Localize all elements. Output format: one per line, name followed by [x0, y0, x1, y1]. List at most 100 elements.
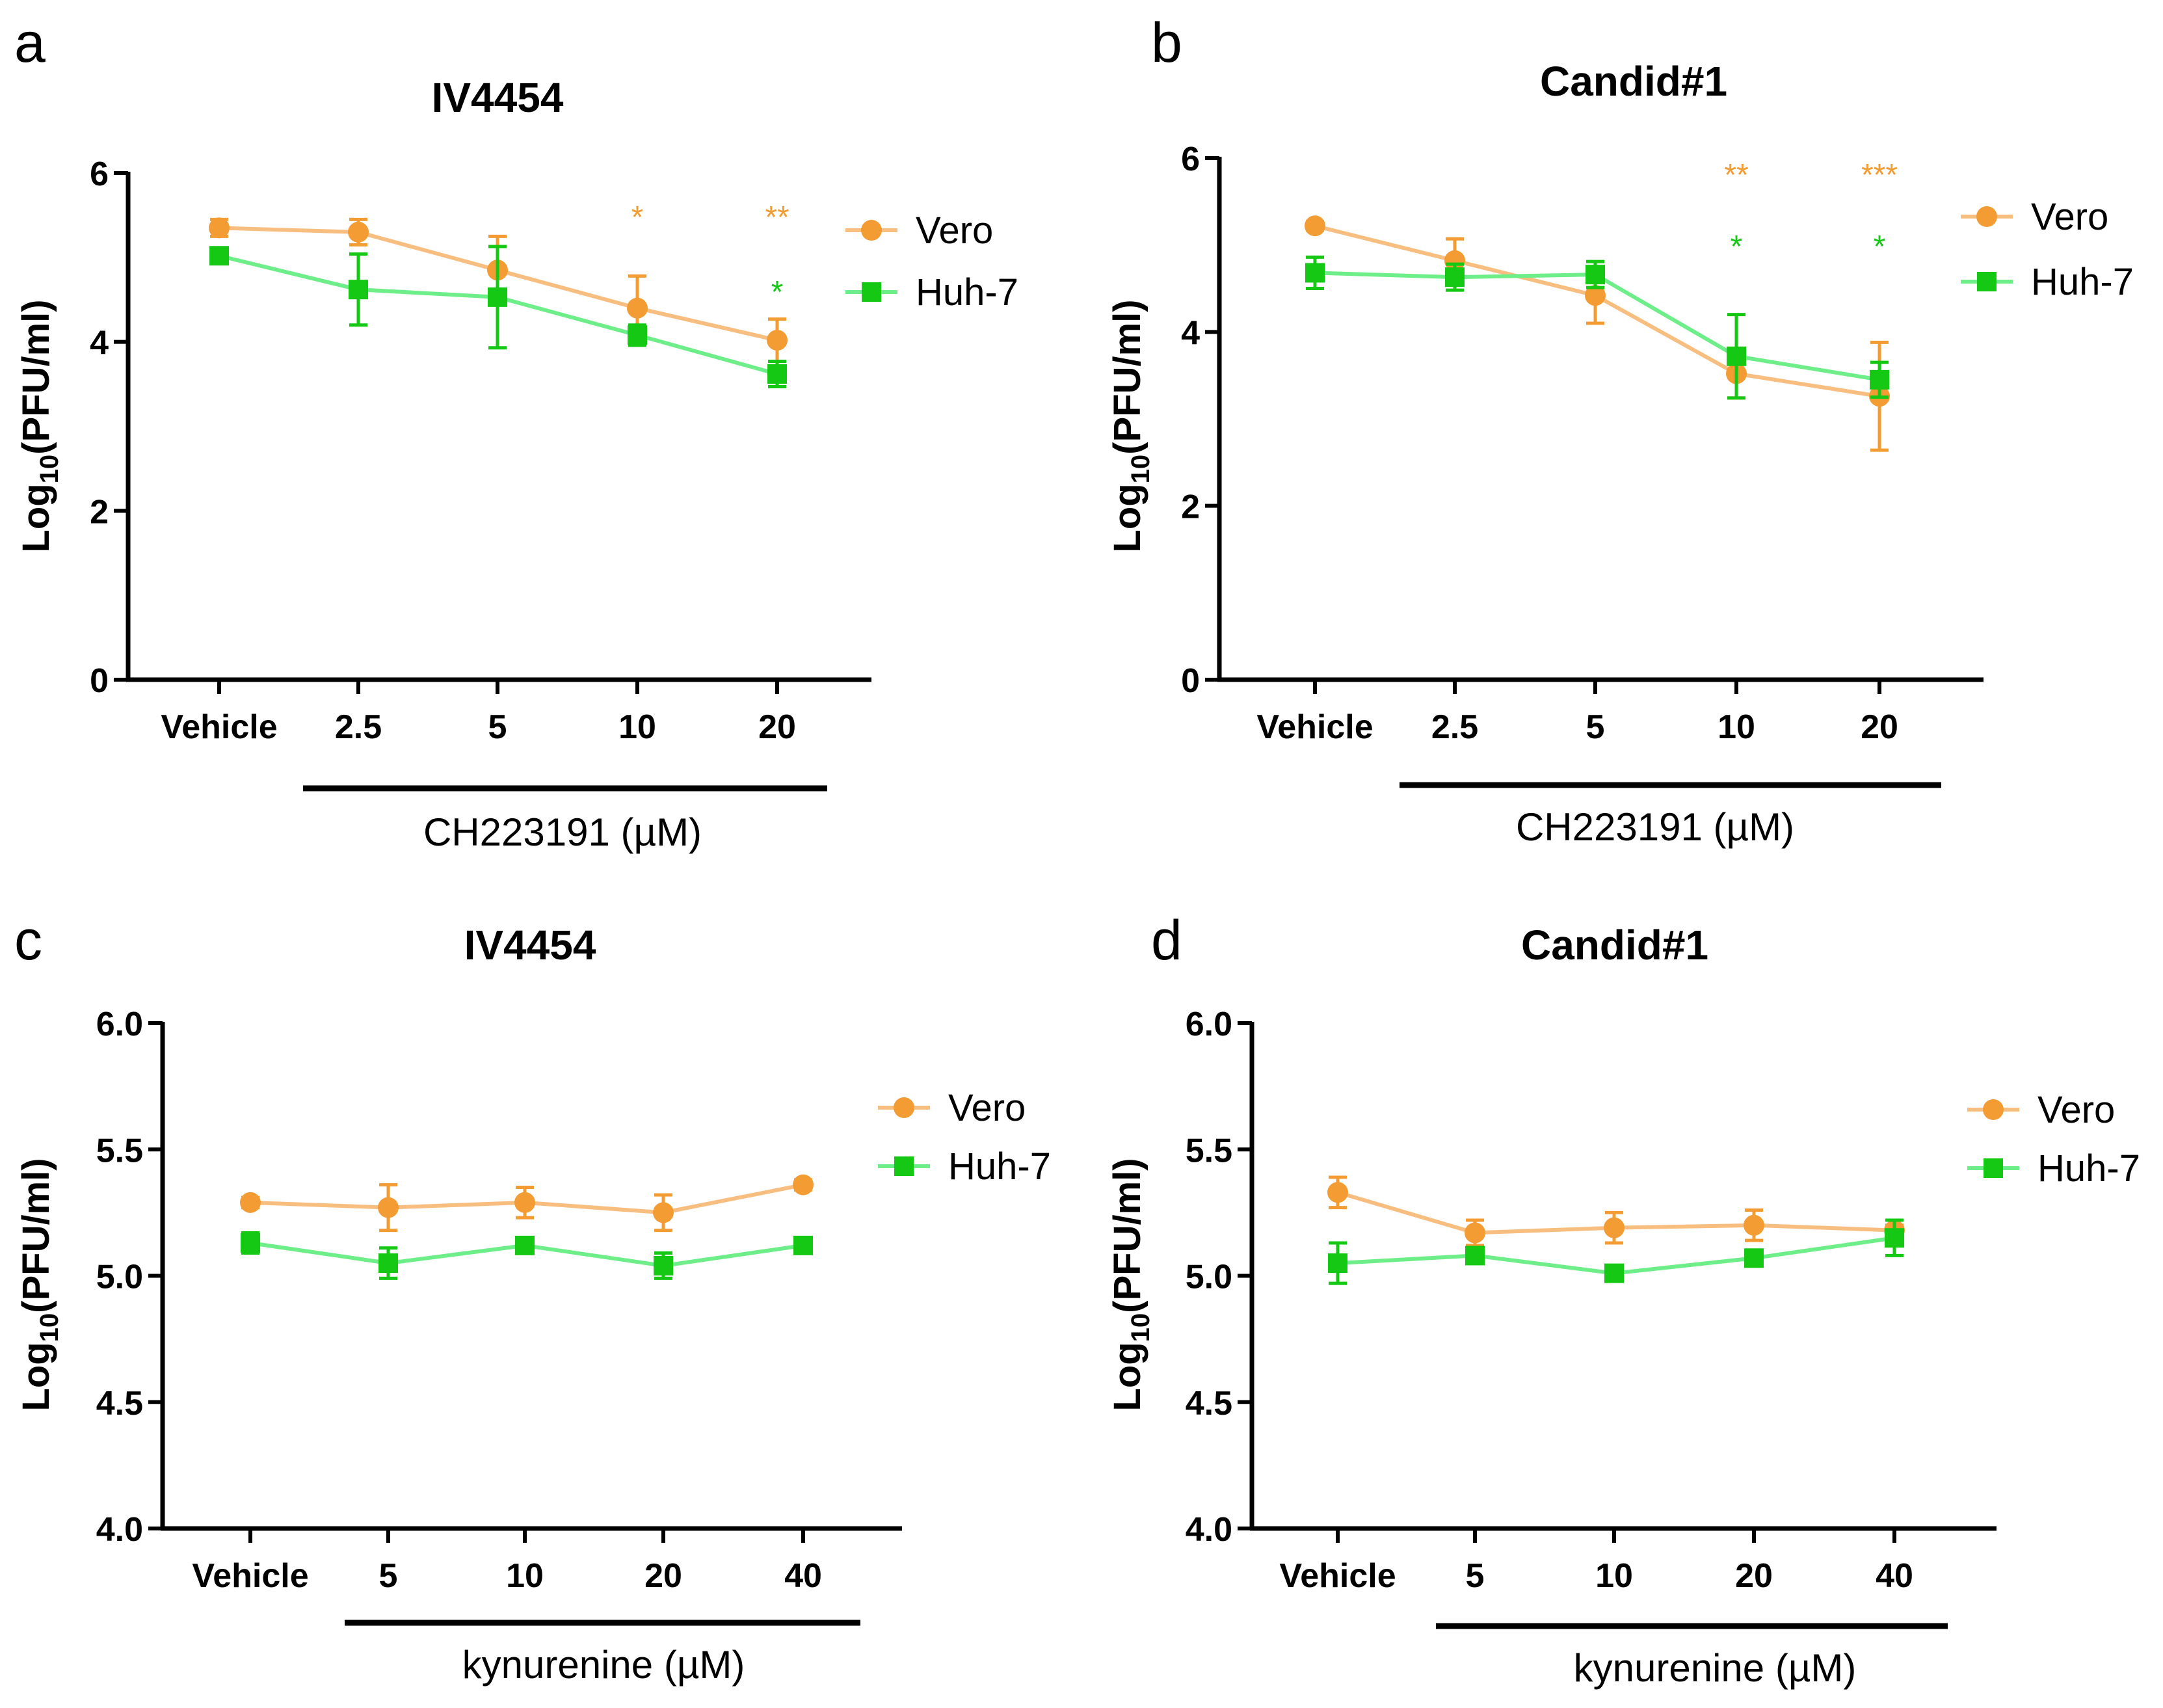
- legend-label: Vero: [2037, 1089, 2115, 1131]
- data-point-circle: [240, 1192, 261, 1213]
- y-tick-label: 5.0: [96, 1259, 143, 1296]
- panel-c: c IV4454 4.0 4.5 5.0 5.5 6.0 Vehicle 5 10 20 40 kynu…: [14, 909, 1051, 1687]
- data-point-square: [1465, 1246, 1485, 1266]
- treatment-label: kynurenine (µM): [1574, 1646, 1857, 1690]
- legend-label: Huh-7: [948, 1145, 1051, 1188]
- y-tick-label: 2: [1181, 488, 1200, 526]
- y-axis-label-subscript: 10: [35, 455, 64, 484]
- y-tick-label: 0: [90, 662, 109, 700]
- legend-marker-square: [894, 1156, 914, 1176]
- treatment-label: CH223191 (µM): [1516, 805, 1794, 849]
- significance-stars: **: [1724, 158, 1748, 193]
- panel-letter: d: [1151, 909, 1182, 972]
- data-point-square: [793, 1235, 813, 1255]
- x-tick-label: 5: [1586, 708, 1605, 746]
- legend-label: Huh-7: [2031, 261, 2134, 303]
- significance-stars: *: [1874, 230, 1886, 264]
- series-huh7: * *: [1305, 230, 1889, 400]
- data-point-square: [1586, 265, 1605, 285]
- data-point-circle: [653, 1202, 674, 1223]
- x-tick-label: 20: [644, 1557, 682, 1595]
- legend-label: Huh-7: [916, 271, 1018, 314]
- x-tick-label: 2.5: [335, 708, 382, 746]
- series-huh7: [1328, 1218, 1904, 1285]
- data-point-square: [1885, 1228, 1904, 1248]
- data-point-square: [628, 325, 647, 345]
- y-axis-label-main: Log: [15, 1342, 57, 1411]
- series-vero: [240, 1174, 814, 1233]
- legend-marker-circle: [861, 220, 882, 241]
- legend-entry-vero: Vero: [1967, 1089, 2115, 1131]
- x-tick-label: 10: [506, 1557, 544, 1595]
- legend-entry-vero: Vero: [1961, 196, 2108, 238]
- y-axis-label-main: Log: [1106, 483, 1148, 552]
- y-tick-label: 4: [1181, 314, 1200, 352]
- legend-label: Vero: [948, 1087, 1026, 1129]
- y-tick-label: 2: [90, 493, 109, 531]
- panel-b: b Candid#1 0 2 4 6 Vehicle 2.5 5 10 20 CH223191 (µM…: [1106, 12, 2134, 849]
- data-point-circle: [793, 1174, 814, 1195]
- legend-entry-vero: Vero: [845, 209, 993, 252]
- legend-marker-circle: [1983, 1099, 2004, 1120]
- y-tick-label: 6.0: [96, 1006, 143, 1043]
- series-vero: ** ***: [1305, 158, 1898, 452]
- legend-entry-huh7: Huh-7: [845, 271, 1018, 314]
- y-axis-label: Log10(PFU/ml): [1106, 1158, 1155, 1411]
- significance-stars: *: [1731, 230, 1743, 264]
- panel-letter: b: [1151, 12, 1182, 74]
- data-point-circle: [1465, 1222, 1485, 1244]
- x-tick-label: Vehicle: [192, 1557, 308, 1595]
- data-point-square: [349, 280, 368, 300]
- data-point-circle: [1744, 1214, 1764, 1236]
- y-tick-label: 4: [90, 325, 109, 362]
- x-tick-label: 5: [488, 708, 507, 746]
- legend-entry-huh7: Huh-7: [878, 1145, 1051, 1188]
- y-axis-label-main: Log: [1106, 1342, 1148, 1411]
- data-point-circle: [514, 1192, 535, 1213]
- data-point-circle: [209, 217, 230, 239]
- significance-stars: **: [765, 200, 789, 235]
- treatment-label: kynurenine (µM): [462, 1643, 745, 1687]
- data-point-square: [1744, 1248, 1764, 1268]
- data-point-square: [1305, 263, 1325, 283]
- legend-marker-square: [862, 282, 881, 302]
- series-huh7: *: [209, 245, 787, 388]
- y-tick-label: 0: [1181, 662, 1200, 700]
- legend-marker-circle: [1976, 206, 1997, 227]
- treatment-label: CH223191 (µM): [423, 810, 702, 854]
- x-tick-label: 5: [379, 1557, 398, 1595]
- legend-entry-vero: Vero: [878, 1087, 1026, 1129]
- chart-title: IV4454: [432, 74, 564, 121]
- series-line: [1314, 224, 1880, 399]
- y-axis-label-subscript: 10: [1126, 1313, 1155, 1342]
- panel-letter: a: [14, 12, 46, 74]
- x-tick-label: 40: [784, 1557, 822, 1595]
- panel-d: d Candid#1 4.0 4.5 5.0 5.5 6.0 Vehicle 5 10 20 40 ky…: [1106, 909, 2140, 1690]
- data-point-circle: [378, 1197, 399, 1218]
- panel-a: a IV4454 0 2 4 6 Vehicle 2.5 5 10 20 CH223191 (µM) L…: [14, 12, 1018, 854]
- data-point-square: [1328, 1253, 1347, 1274]
- data-point-square: [488, 287, 507, 307]
- y-tick-label: 4.5: [1186, 1385, 1232, 1422]
- significance-stars: *: [631, 200, 644, 235]
- x-tick-label: 10: [1718, 708, 1755, 746]
- significance-stars: *: [771, 275, 784, 310]
- data-point-circle: [1327, 1182, 1348, 1203]
- x-tick-label: Vehicle: [161, 708, 277, 746]
- data-point-square: [1445, 267, 1465, 287]
- x-tick-label: 5: [1466, 1557, 1485, 1595]
- chart-title: IV4454: [464, 922, 596, 968]
- x-tick-label: Vehicle: [1256, 708, 1373, 746]
- legend-label: Vero: [916, 209, 993, 252]
- legend-entry-huh7: Huh-7: [1967, 1147, 2140, 1190]
- data-point-square: [1870, 369, 1889, 390]
- y-axis-label-subscript: 10: [1126, 455, 1155, 484]
- x-tick-label: 20: [1861, 708, 1898, 746]
- x-tick-label: 40: [1876, 1557, 1913, 1595]
- series-huh7: [241, 1231, 813, 1280]
- y-axis-label: Log10(PFU/ml): [15, 1158, 64, 1411]
- y-axis-label-unit: (PFU/ml): [1106, 299, 1148, 454]
- legend-entry-huh7: Huh-7: [1961, 261, 2134, 303]
- y-tick-label: 6: [1181, 140, 1200, 178]
- data-point-square: [209, 246, 229, 266]
